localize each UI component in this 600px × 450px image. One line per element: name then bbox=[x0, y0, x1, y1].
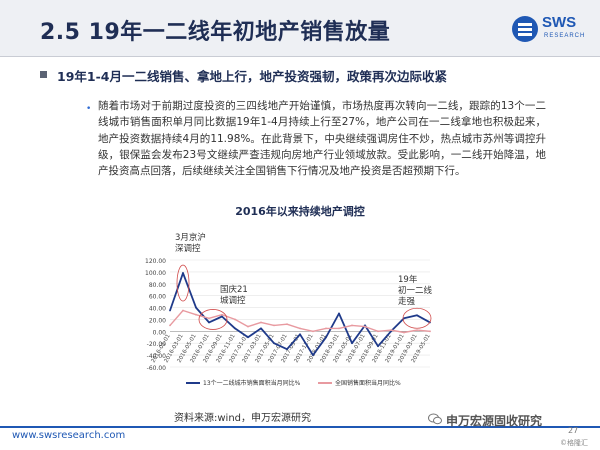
title-bar: 2.5 19年一二线年初地产销售放量 SWS RESEARCH bbox=[0, 0, 600, 56]
series-line-1 bbox=[169, 272, 431, 357]
y-tick-label: 20.00 bbox=[149, 317, 166, 324]
y-tick-label: -40.00 bbox=[147, 353, 167, 360]
data-point bbox=[208, 321, 210, 324]
data-point bbox=[169, 309, 171, 312]
annotation-label: 19年初一二线走强 bbox=[398, 274, 433, 307]
data-point bbox=[416, 329, 418, 332]
data-point bbox=[338, 327, 340, 330]
legend-label: 全国销售面积当月同比% bbox=[335, 379, 401, 387]
annotation-circle bbox=[198, 309, 228, 330]
data-point bbox=[416, 314, 418, 317]
y-tick-label: 60.00 bbox=[149, 294, 166, 301]
data-point bbox=[195, 306, 197, 309]
data-point bbox=[234, 327, 236, 330]
y-tick-label: 80.00 bbox=[149, 282, 166, 289]
data-point bbox=[260, 321, 262, 324]
data-point bbox=[169, 324, 171, 327]
data-point bbox=[312, 330, 314, 333]
annotation-circle bbox=[176, 264, 190, 302]
section-heading: 19年1-4月一二线销售、拿地上行，地产投资强韧，政策再次边际收紧 bbox=[57, 69, 447, 84]
data-point bbox=[247, 325, 249, 328]
page-title: 2.5 19年一二线年初地产销售放量 bbox=[40, 20, 391, 45]
data-point bbox=[351, 324, 353, 327]
data-point bbox=[429, 330, 431, 333]
title-divider bbox=[0, 56, 600, 57]
data-point bbox=[364, 325, 366, 328]
data-point bbox=[234, 318, 236, 321]
data-point bbox=[299, 327, 301, 330]
watermark-source: ©格隆汇 bbox=[560, 439, 588, 447]
data-point bbox=[221, 313, 223, 316]
data-point bbox=[286, 323, 288, 326]
y-tick-label: 100.00 bbox=[145, 270, 166, 277]
data-point bbox=[312, 354, 314, 357]
data-point bbox=[247, 336, 249, 339]
data-point bbox=[182, 272, 184, 274]
footer-rule bbox=[0, 426, 600, 428]
y-tick-label: 120.00 bbox=[145, 258, 166, 265]
y-tick-label: -60.00 bbox=[147, 365, 167, 372]
annotation-label: 3月京沪深调控 bbox=[175, 232, 206, 254]
logo-mark-icon bbox=[512, 16, 538, 42]
data-point bbox=[403, 317, 405, 320]
data-point bbox=[338, 312, 340, 315]
watermark: 申万宏源固收研究 bbox=[446, 414, 543, 428]
data-point bbox=[208, 317, 210, 320]
data-point bbox=[377, 345, 379, 348]
y-tick-label: -20.00 bbox=[147, 341, 167, 348]
data-point bbox=[195, 313, 197, 316]
body-paragraph: 随着市场对于前期过度投资的三四线地产开始谨慎，市场热度再次转向一二线，跟踪的13… bbox=[98, 100, 546, 178]
data-point bbox=[286, 348, 288, 351]
data-point bbox=[299, 333, 301, 336]
data-point bbox=[221, 315, 223, 318]
section-marker-icon bbox=[40, 71, 47, 78]
chart-title: 2016年以来持续地产调控 bbox=[235, 205, 365, 218]
bullet-icon: • bbox=[86, 104, 92, 114]
page-number: 27 bbox=[568, 426, 579, 435]
logo-text: SWS bbox=[542, 14, 577, 31]
y-tick-label: 0.00 bbox=[153, 329, 167, 336]
data-point bbox=[273, 324, 275, 327]
data-point bbox=[260, 327, 262, 330]
data-point bbox=[325, 336, 327, 339]
logo-subtext: RESEARCH bbox=[544, 33, 586, 39]
sws-logo: SWS RESEARCH bbox=[512, 14, 592, 48]
data-point bbox=[273, 342, 275, 345]
data-point bbox=[377, 330, 379, 333]
annotation-circle bbox=[402, 307, 432, 329]
data-point bbox=[182, 309, 184, 312]
y-tick-label: 40.00 bbox=[149, 306, 166, 313]
data-point bbox=[351, 342, 353, 345]
data-point bbox=[390, 329, 392, 332]
footer-url[interactable]: www.swsresearch.com bbox=[12, 430, 126, 441]
data-point bbox=[403, 331, 405, 334]
data-point bbox=[325, 327, 327, 330]
legend-label: 13个一二线城市销售面积当月同比% bbox=[203, 379, 301, 387]
annotation-label: 国庆21 城调控 bbox=[220, 284, 248, 306]
wechat-icon bbox=[428, 413, 442, 425]
source-note: 资料来源:wind，申万宏源研究 bbox=[174, 413, 312, 424]
